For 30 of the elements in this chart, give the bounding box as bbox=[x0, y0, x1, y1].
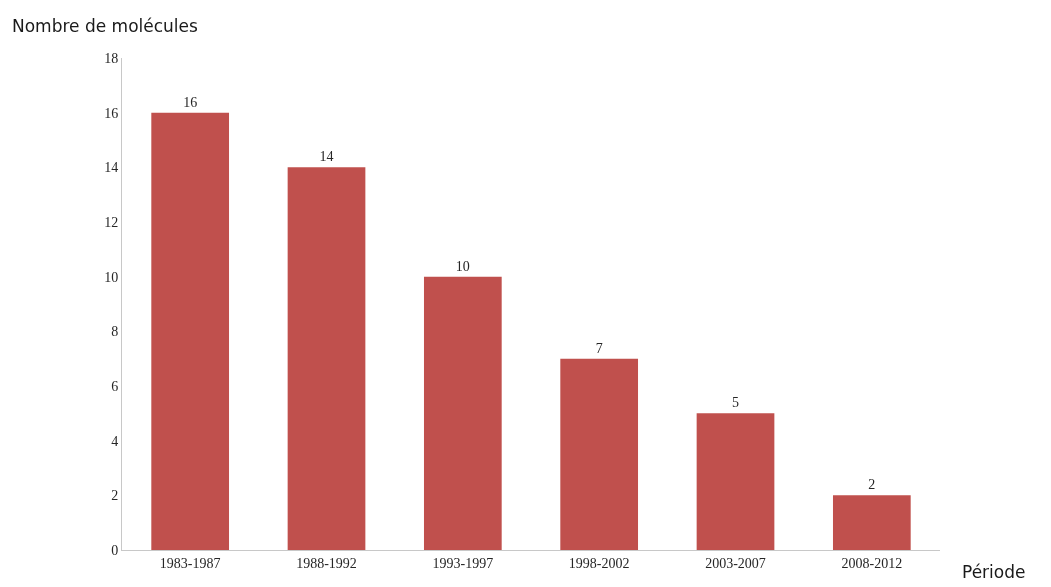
data-label: 16 bbox=[183, 94, 198, 110]
x-tick-label: 2008-2012 bbox=[841, 555, 903, 571]
data-label: 14 bbox=[319, 149, 334, 165]
y-tick-label: 14 bbox=[104, 160, 119, 176]
bar bbox=[832, 495, 911, 550]
y-tick-label: 4 bbox=[111, 433, 119, 449]
y-tick-label: 18 bbox=[104, 50, 119, 66]
x-tick-label: 2003-2007 bbox=[705, 555, 766, 571]
bar bbox=[423, 276, 502, 550]
x-tick-label: 1983-1987 bbox=[159, 555, 221, 571]
x-tick-label: 1988-1992 bbox=[296, 555, 357, 571]
y-tick-label: 10 bbox=[104, 269, 119, 285]
y-tick-label: 6 bbox=[111, 378, 119, 394]
bar bbox=[151, 112, 230, 550]
x-axis-title: Période bbox=[962, 562, 1026, 582]
data-label: 2 bbox=[868, 477, 876, 493]
data-label: 10 bbox=[455, 258, 470, 274]
x-tick-label: 1993-1997 bbox=[432, 555, 494, 571]
y-tick-label: 2 bbox=[111, 488, 119, 504]
bar bbox=[560, 358, 639, 550]
bar bbox=[696, 413, 775, 550]
bar bbox=[287, 167, 366, 550]
data-label: 5 bbox=[732, 395, 740, 411]
y-tick-label: 8 bbox=[111, 324, 119, 340]
x-tick-label: 1998-2002 bbox=[568, 555, 630, 571]
y-tick-label: 16 bbox=[104, 105, 119, 121]
y-tick-label: 12 bbox=[104, 214, 119, 230]
y-tick-label: 0 bbox=[111, 542, 119, 558]
data-label: 7 bbox=[595, 340, 603, 356]
y-axis-title: Nombre de molécules bbox=[12, 16, 199, 36]
